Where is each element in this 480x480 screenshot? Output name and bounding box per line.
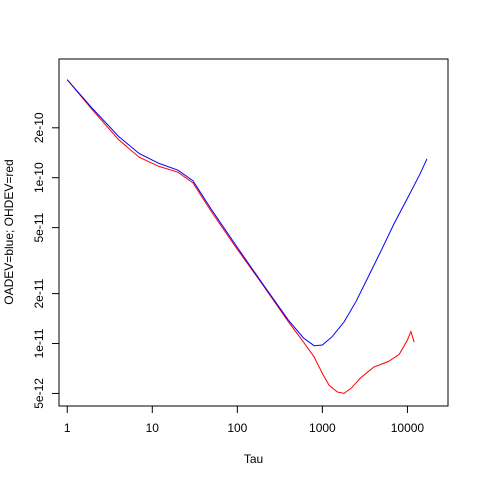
- y-tick-label: 1e-10: [32, 162, 46, 193]
- y-tick-label: 1e-11: [32, 328, 46, 358]
- plot-frame: [58, 58, 449, 407]
- series-line-1: [66, 79, 415, 394]
- x-tick-label: 1: [64, 421, 71, 435]
- x-tick-label: 10: [146, 421, 160, 435]
- x-tick-label: 10000: [391, 421, 425, 435]
- x-tick-label: 100: [227, 421, 247, 435]
- plot-lines: [66, 79, 428, 394]
- y-tick-label: 2e-10: [32, 112, 46, 143]
- y-tick-label: 2e-11: [32, 278, 46, 308]
- x-tick-label: 1000: [309, 421, 336, 435]
- series-line-2: [66, 79, 428, 347]
- y-axis: 5e-12 1e-11 2e-11 5e-11 1e-10 2e-10: [32, 112, 60, 409]
- x-axis-title: Tau: [244, 452, 263, 466]
- y-tick-label: 5e-12: [32, 378, 46, 409]
- y-tick-label: 5e-11: [32, 212, 46, 242]
- y-axis-title: OADEV=blue; OHDEV=red: [2, 159, 16, 304]
